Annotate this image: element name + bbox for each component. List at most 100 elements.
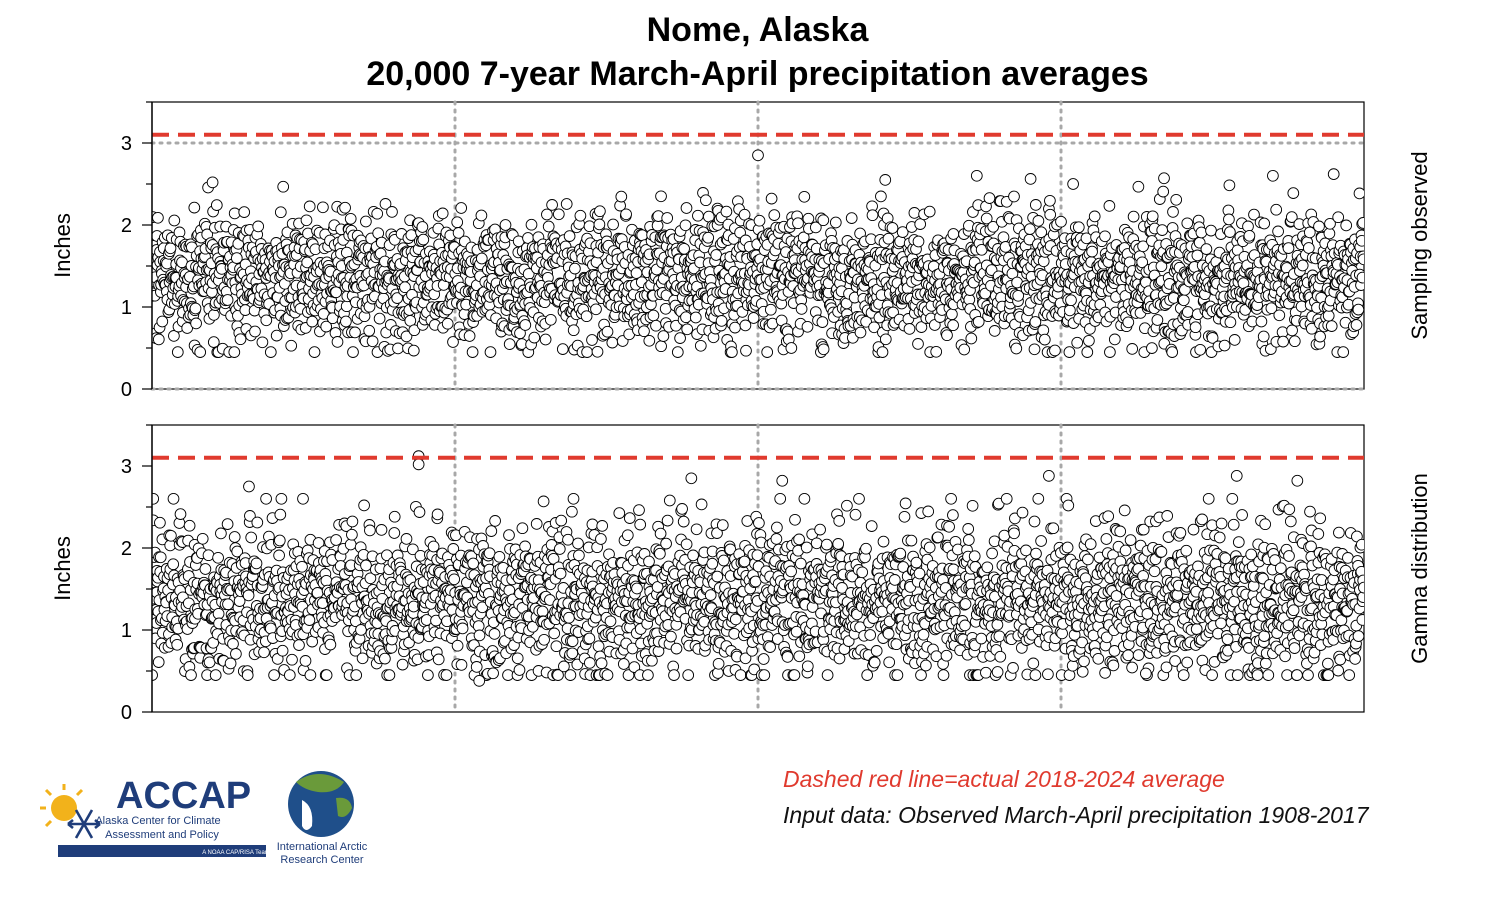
data-point	[1151, 314, 1164, 326]
data-point	[467, 557, 480, 570]
data-point	[794, 557, 807, 570]
data-point	[399, 281, 411, 294]
data-point	[513, 664, 526, 676]
data-point	[212, 551, 224, 564]
data-point	[1132, 180, 1145, 193]
data-point	[1049, 344, 1061, 357]
data-point	[1286, 324, 1298, 337]
data-point	[386, 206, 398, 218]
data-point	[734, 226, 746, 239]
data-point	[781, 651, 794, 663]
data-point	[431, 508, 444, 521]
data-point	[690, 523, 703, 536]
data-point	[227, 638, 239, 650]
data-point	[300, 214, 313, 227]
data-point	[734, 669, 747, 681]
data-point	[427, 540, 440, 553]
data-point	[868, 656, 881, 669]
data-point	[552, 208, 565, 221]
data-point	[988, 325, 1001, 337]
data-point	[525, 218, 538, 231]
data-point	[324, 638, 337, 651]
data-point	[795, 303, 808, 315]
data-point	[905, 534, 918, 547]
data-point	[947, 228, 960, 240]
data-point	[888, 574, 901, 586]
data-point	[493, 550, 506, 563]
data-point	[560, 198, 573, 210]
data-point	[408, 324, 421, 337]
data-point	[628, 661, 641, 673]
data-point	[1305, 322, 1318, 335]
data-point	[268, 669, 280, 681]
data-point	[194, 346, 207, 358]
data-point	[553, 543, 566, 555]
data-point	[360, 215, 372, 228]
data-point	[273, 549, 285, 562]
data-point	[613, 507, 626, 519]
data-point	[920, 659, 932, 672]
data-point	[210, 199, 223, 211]
data-point	[655, 340, 667, 353]
data-point	[208, 309, 220, 321]
data-point	[1083, 334, 1095, 347]
data-point	[185, 669, 197, 681]
data-point	[152, 211, 164, 224]
data-point	[475, 209, 488, 222]
data-point	[651, 581, 664, 593]
data-point	[729, 613, 742, 626]
data-point	[1195, 226, 1208, 239]
data-point	[757, 653, 770, 665]
data-point	[886, 222, 899, 234]
data-point	[573, 549, 585, 562]
data-point	[833, 515, 846, 527]
data-point	[798, 492, 811, 505]
data-point	[317, 201, 329, 214]
data-point	[552, 669, 564, 681]
data-point	[1205, 224, 1217, 237]
data-point	[711, 570, 724, 583]
data-point	[1350, 319, 1363, 331]
data-point	[530, 518, 543, 530]
data-point	[997, 231, 1010, 244]
data-point	[275, 492, 288, 505]
data-point	[417, 233, 430, 246]
data-point	[274, 508, 287, 521]
data-point	[347, 346, 359, 358]
data-point	[270, 329, 283, 342]
data-point	[228, 531, 241, 543]
data-point	[228, 207, 241, 220]
data-point	[801, 660, 814, 673]
data-point	[941, 329, 953, 342]
data-point	[273, 534, 286, 547]
panel-side-label: Sampling observed	[1407, 151, 1432, 339]
data-point	[366, 335, 379, 348]
data-point	[1167, 206, 1179, 218]
data-point	[1044, 208, 1057, 221]
data-point	[1157, 185, 1170, 198]
data-point	[879, 333, 892, 346]
data-point	[764, 303, 777, 316]
data-point	[891, 669, 904, 681]
data-point	[817, 343, 830, 356]
data-point	[483, 547, 496, 560]
data-point	[308, 346, 321, 358]
data-point	[373, 312, 386, 325]
data-point	[400, 533, 413, 545]
data-point	[682, 669, 695, 681]
data-point	[620, 208, 632, 221]
data-point	[356, 652, 369, 665]
data-point	[586, 518, 599, 531]
data-point	[392, 342, 404, 355]
data-point	[738, 208, 751, 221]
data-point	[694, 339, 707, 352]
data-point	[440, 669, 453, 681]
data-point	[452, 227, 465, 239]
data-point	[539, 333, 552, 346]
data-point	[1267, 169, 1279, 182]
data-point	[789, 513, 801, 526]
data-point	[344, 538, 357, 551]
data-point	[883, 656, 896, 669]
data-point	[230, 648, 242, 660]
data-point	[473, 629, 486, 642]
